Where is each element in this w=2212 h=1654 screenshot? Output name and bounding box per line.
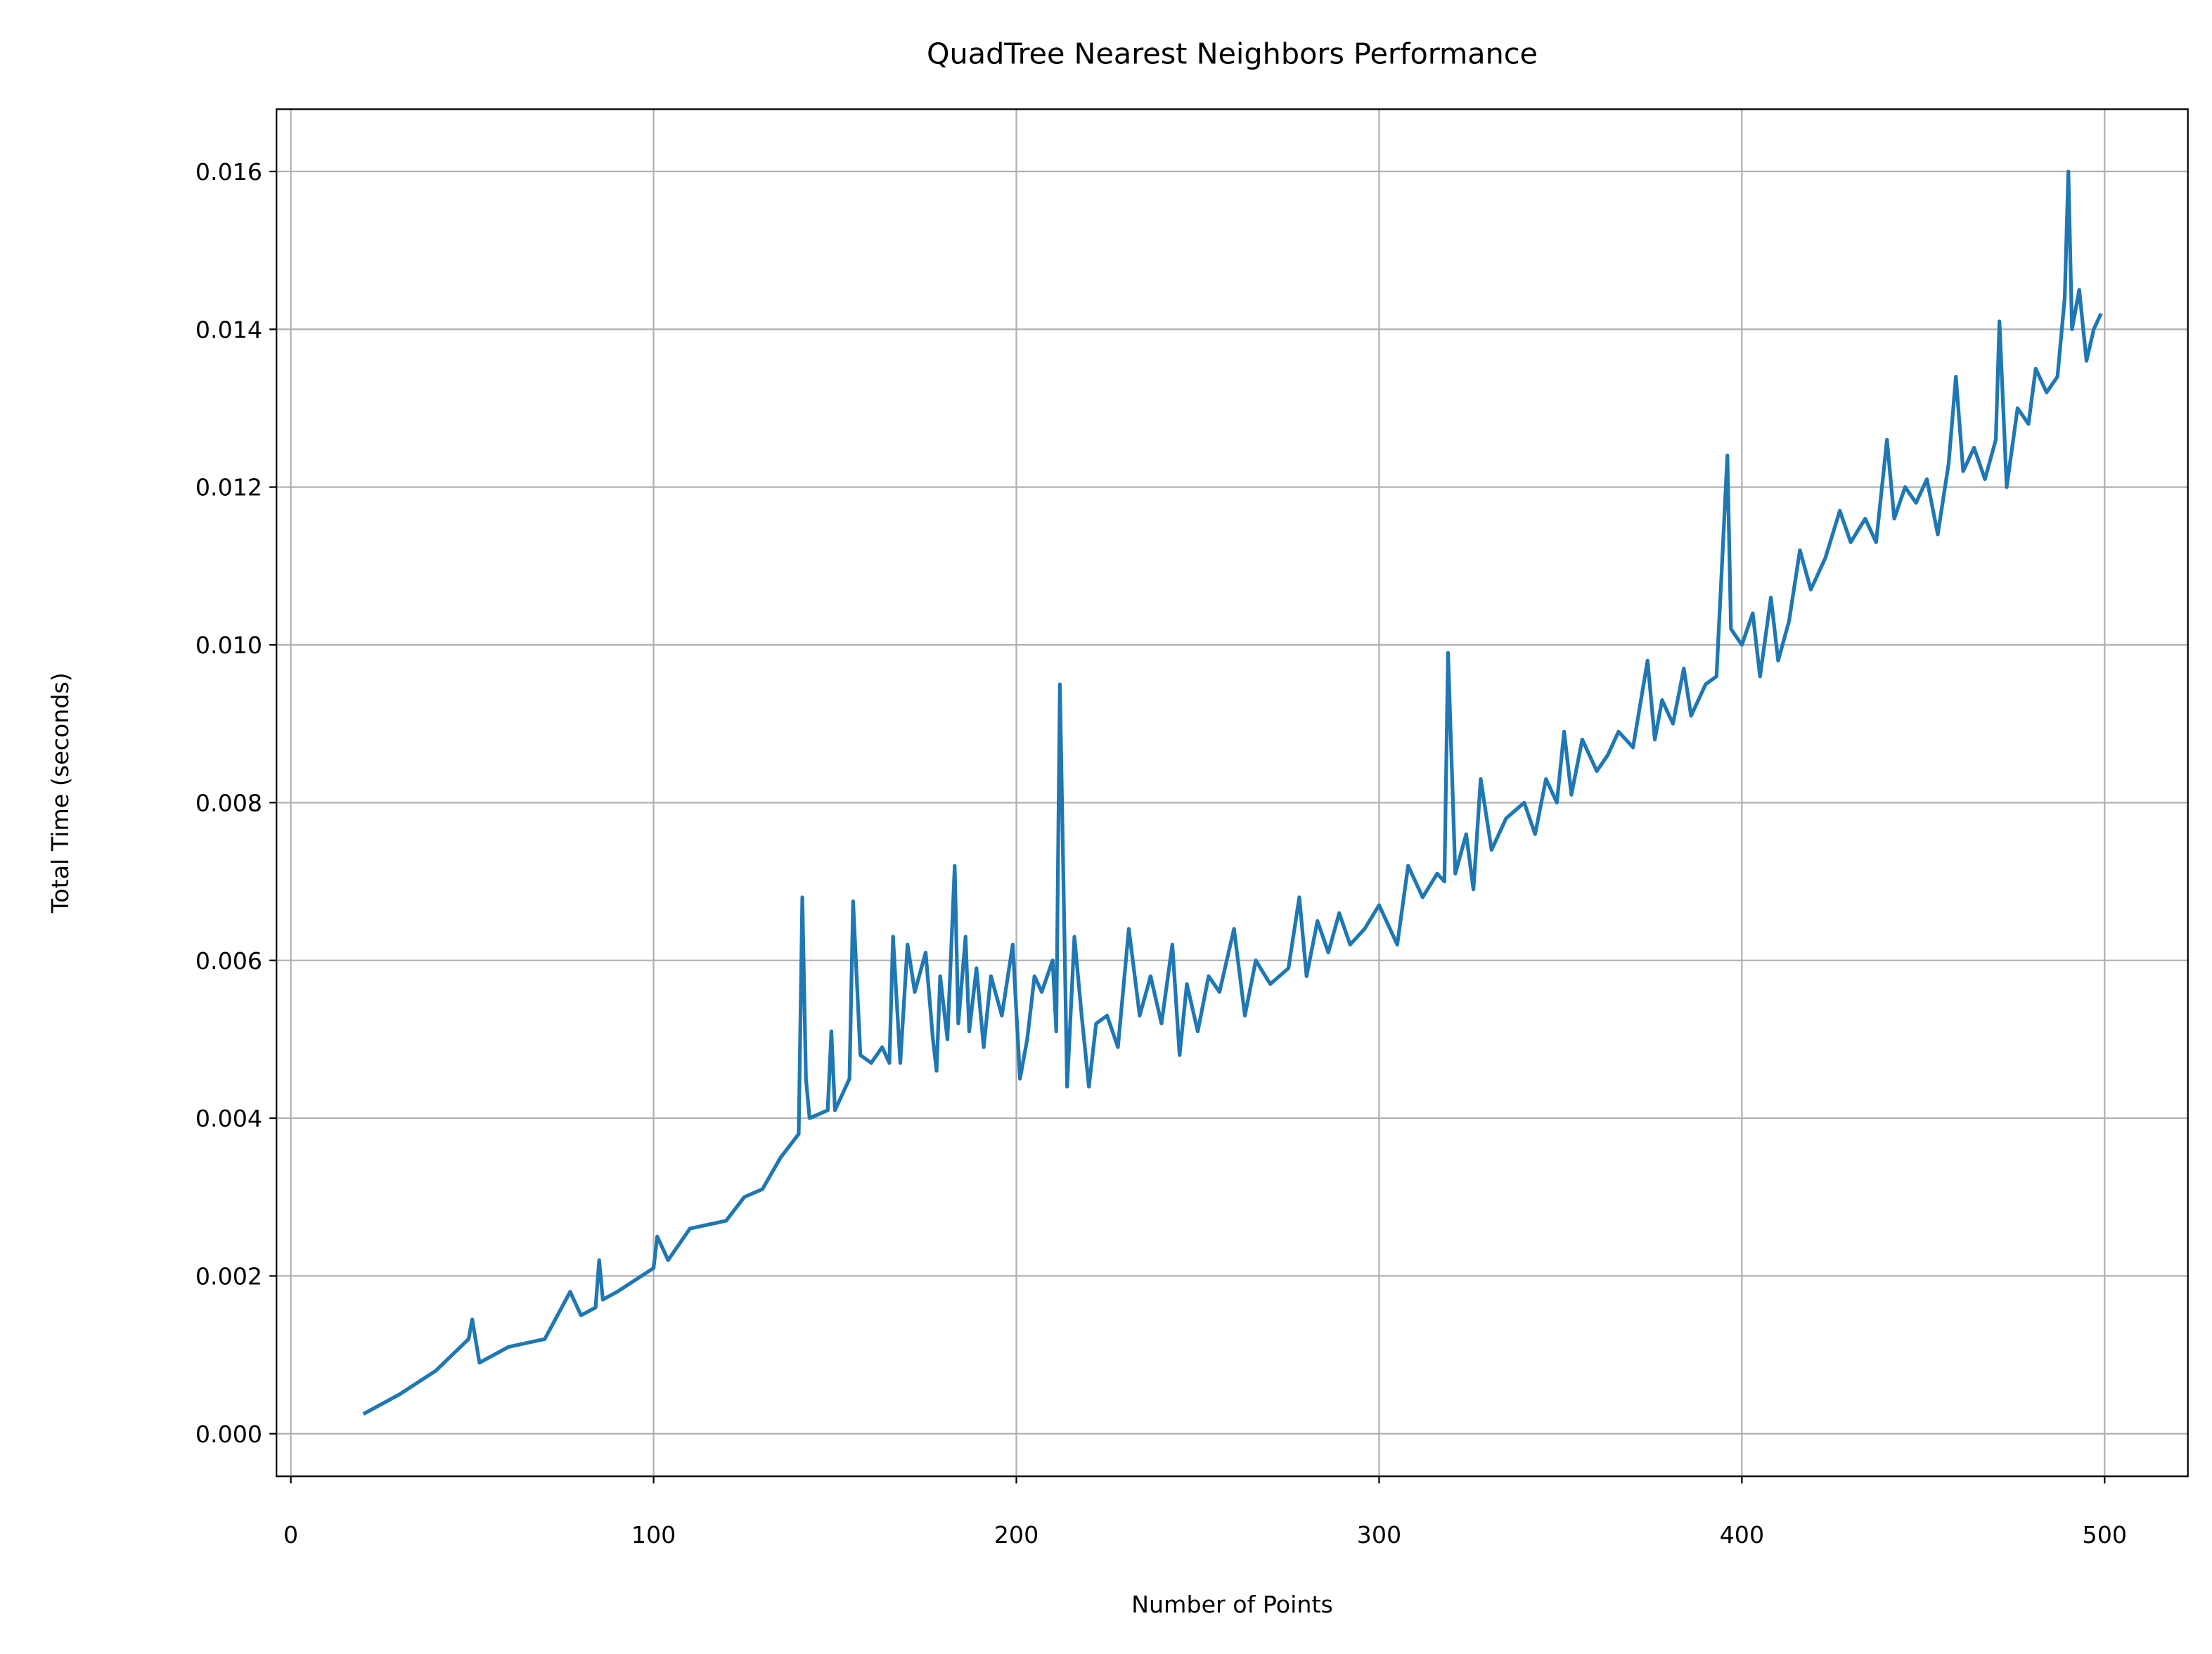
y-tick-label: 0.014: [195, 316, 262, 343]
y-tick-label: 0.002: [195, 1263, 262, 1290]
x-tick-label: 400: [1720, 1521, 1765, 1549]
y-tick-label: 0.008: [195, 789, 262, 816]
y-tick-label: 0.016: [195, 158, 262, 186]
plot-frame: [276, 108, 2189, 1477]
y-tick-label: 0.000: [195, 1421, 262, 1448]
y-tick-label: 0.004: [195, 1105, 262, 1132]
x-axis-label: Number of Points: [1131, 1591, 1333, 1618]
chart-title: QuadTree Nearest Neighbors Performance: [927, 37, 1538, 71]
x-tick-label: 100: [631, 1521, 676, 1549]
x-tick-label: 500: [2083, 1521, 2128, 1549]
y-tick-label: 0.006: [195, 947, 262, 975]
y-tick-label: 0.012: [195, 474, 262, 501]
y-tick-label: 0.010: [195, 632, 262, 659]
x-tick-label: 0: [283, 1521, 298, 1549]
x-tick-label: 200: [994, 1521, 1039, 1549]
y-axis-label: Total Time (seconds): [46, 672, 74, 913]
data-line: [362, 169, 2103, 1416]
x-tick-label: 300: [1357, 1521, 1402, 1549]
